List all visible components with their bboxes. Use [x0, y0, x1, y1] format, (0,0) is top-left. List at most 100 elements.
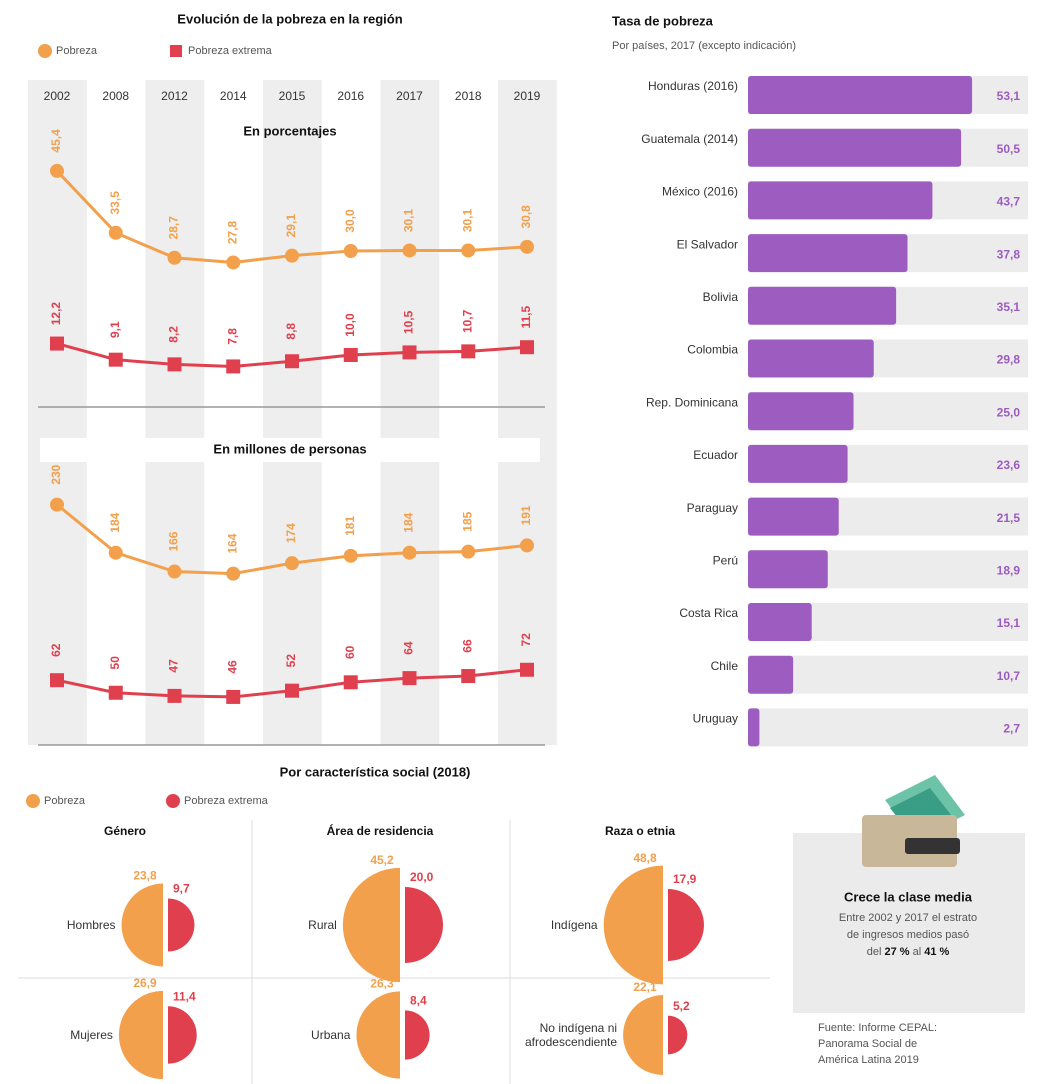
semicircle	[119, 991, 163, 1079]
value-label: 10,7	[997, 669, 1021, 683]
column-stripes	[28, 80, 557, 745]
point	[461, 243, 475, 257]
value-label: 15,1	[997, 616, 1021, 630]
group-title: Género	[104, 824, 146, 838]
note-text: de ingresos medios pasó	[847, 929, 969, 941]
semicircle	[405, 887, 443, 963]
point	[520, 663, 534, 677]
value-label: 30,1	[402, 208, 416, 232]
category-label: Rural	[217, 905, 337, 945]
point	[520, 538, 534, 552]
x-tick-label: 2019	[514, 89, 541, 103]
legend-marker	[38, 44, 52, 58]
bar	[748, 445, 848, 483]
value-label: 8,4	[410, 994, 427, 1008]
semicircle	[122, 884, 163, 967]
semicircle	[343, 868, 400, 982]
value-label: 26,9	[133, 976, 157, 990]
point	[168, 565, 182, 579]
value-label: 60	[343, 645, 357, 659]
value-label: 17,9	[673, 872, 697, 886]
value-label: 12,2	[49, 302, 63, 326]
x-tick-label: 2015	[279, 89, 306, 103]
point	[109, 226, 123, 240]
category-label: Rep. Dominicana	[646, 395, 738, 409]
bar	[748, 656, 793, 694]
point	[226, 255, 240, 269]
value-label: 29,1	[284, 214, 298, 238]
value-label: 23,6	[997, 458, 1021, 472]
chart-title: Evolución de la pobreza en la región	[177, 11, 402, 26]
value-label: 181	[343, 516, 357, 536]
chart-title: Por característica social (2018)	[280, 764, 471, 779]
value-label: 10,0	[343, 313, 357, 337]
point	[344, 549, 358, 563]
value-label: 47	[167, 659, 181, 673]
category-label: Paraguay	[687, 501, 738, 515]
category-label: Indígena	[478, 905, 598, 945]
value-label: 230	[49, 464, 63, 484]
page: {"chart_data": [ {"type": "line", "title…	[0, 0, 1040, 1084]
point	[461, 344, 475, 358]
value-label: 10,5	[402, 310, 416, 334]
point	[403, 243, 417, 257]
point	[168, 689, 182, 703]
value-label: 72	[519, 633, 533, 647]
category-label: Hombres	[0, 905, 116, 945]
legend-label: Pobreza	[44, 795, 86, 807]
note-highlight: 41 %	[924, 946, 949, 958]
chart-title: Tasa de pobreza	[612, 13, 714, 28]
x-tick-label: 2018	[455, 89, 482, 103]
point	[403, 671, 417, 685]
bar	[748, 340, 874, 378]
point	[285, 684, 299, 698]
value-label: 35,1	[997, 300, 1021, 314]
value-label: 22,1	[633, 980, 657, 994]
category-label: México (2016)	[662, 185, 738, 199]
category-label: Uruguay	[693, 712, 738, 726]
semicircle	[168, 899, 194, 952]
x-tick-label: 2008	[102, 89, 129, 103]
value-label: 9,7	[173, 882, 190, 896]
semicircle	[405, 1010, 430, 1059]
legend-marker	[26, 794, 40, 808]
bar	[748, 234, 908, 272]
bar	[748, 76, 972, 114]
category-label: Ecuador	[693, 448, 738, 462]
category-label: Honduras (2016)	[648, 79, 738, 93]
value-label: 164	[225, 533, 239, 553]
category-label: Chile	[711, 659, 739, 673]
value-label: 9,1	[108, 321, 122, 338]
legend-label: Pobreza extrema	[184, 795, 269, 807]
value-label: 45,2	[370, 853, 394, 867]
point	[285, 556, 299, 570]
category-label: Perú	[713, 553, 738, 567]
value-label: 18,9	[997, 563, 1021, 577]
value-label: 184	[108, 512, 122, 532]
value-label: 52	[284, 654, 298, 668]
semicircle	[356, 991, 400, 1078]
value-label: 7,8	[225, 328, 239, 345]
bar	[748, 708, 759, 746]
value-label: 21,5	[997, 511, 1021, 525]
point	[50, 337, 64, 351]
value-label: 33,5	[108, 191, 122, 215]
value-label: 46	[225, 660, 239, 674]
value-label: 48,8	[633, 851, 657, 865]
category-label: Bolivia	[703, 290, 739, 304]
group-title: Raza o etnia	[605, 824, 675, 838]
semicircle	[623, 995, 663, 1075]
chart-subtitle: Por países, 2017 (excepto indicación)	[612, 40, 796, 52]
legend-marker	[170, 45, 182, 57]
category-label: El Salvador	[677, 237, 738, 251]
wallet-icon	[862, 775, 965, 867]
bar	[748, 550, 828, 588]
point	[226, 567, 240, 581]
semicircle	[604, 866, 663, 985]
point	[403, 345, 417, 359]
x-tick-label: 2014	[220, 89, 247, 103]
value-label: 53,1	[997, 89, 1021, 103]
point	[168, 251, 182, 265]
category-label: Costa Rica	[679, 606, 738, 620]
value-label: 10,7	[460, 309, 474, 333]
